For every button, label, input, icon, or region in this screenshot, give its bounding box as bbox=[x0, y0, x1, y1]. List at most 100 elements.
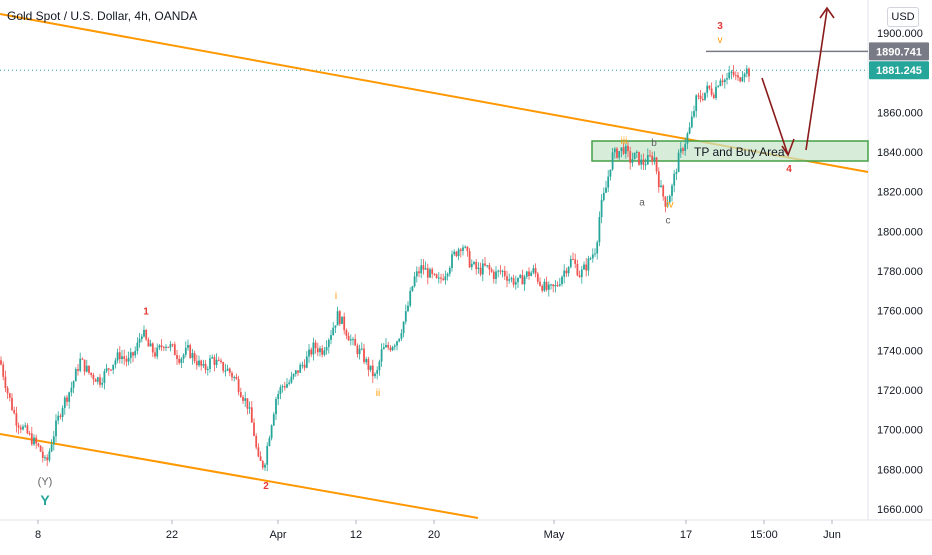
candle-body bbox=[226, 368, 229, 371]
candle-body bbox=[710, 88, 713, 95]
candle-body bbox=[578, 275, 581, 278]
candle-body bbox=[552, 284, 555, 287]
candle-body bbox=[501, 270, 504, 272]
candle-body bbox=[693, 111, 695, 117]
candle-body bbox=[424, 268, 427, 270]
candle-body bbox=[453, 251, 456, 255]
candle-body bbox=[409, 291, 412, 306]
candle-body bbox=[598, 217, 601, 243]
candle-body bbox=[105, 368, 108, 372]
candle-body bbox=[473, 262, 475, 264]
candle-body bbox=[154, 352, 156, 357]
candle-body bbox=[96, 377, 99, 382]
price-tick-label: 1700.000 bbox=[877, 425, 923, 437]
candle-body bbox=[176, 355, 178, 359]
candle-body bbox=[369, 365, 372, 370]
candle-body bbox=[407, 305, 409, 312]
candle-body bbox=[719, 80, 722, 87]
candle-body bbox=[200, 360, 203, 366]
candle-body bbox=[264, 464, 266, 468]
candle-body bbox=[539, 281, 541, 286]
candle-body bbox=[675, 172, 678, 174]
candle-body bbox=[63, 397, 66, 409]
candle-body bbox=[312, 342, 315, 355]
candle-body bbox=[90, 372, 93, 375]
candle-body bbox=[481, 263, 484, 275]
candle-body bbox=[6, 388, 9, 394]
candle-body bbox=[193, 353, 196, 362]
candle-body bbox=[717, 86, 720, 88]
candle-body bbox=[74, 369, 77, 382]
candle-body bbox=[508, 279, 511, 281]
candle-body bbox=[715, 86, 717, 99]
candle-body bbox=[13, 410, 16, 414]
candle-body bbox=[745, 68, 748, 74]
candle-body bbox=[48, 451, 51, 461]
candle-body bbox=[517, 277, 519, 283]
candle-body bbox=[79, 358, 82, 371]
candle-body bbox=[286, 384, 288, 388]
candle-body bbox=[459, 249, 462, 251]
candle-body bbox=[380, 349, 383, 362]
candle-body bbox=[574, 259, 577, 264]
candle-body bbox=[451, 254, 453, 268]
candle-body bbox=[646, 155, 649, 165]
candle-body bbox=[28, 433, 31, 435]
candle-body bbox=[242, 397, 244, 401]
candle-body bbox=[682, 148, 684, 151]
candle-body bbox=[492, 271, 495, 280]
candle-body bbox=[556, 285, 559, 287]
candle-body bbox=[334, 325, 337, 328]
candle-body bbox=[319, 348, 321, 353]
candle-body bbox=[88, 365, 90, 373]
candle-body bbox=[277, 394, 280, 399]
candle-body bbox=[257, 447, 260, 457]
candle-body bbox=[255, 435, 258, 448]
candle-body bbox=[567, 267, 570, 274]
candle-body bbox=[303, 364, 306, 368]
candle-body bbox=[68, 392, 71, 402]
candle-body bbox=[118, 352, 121, 360]
time-tick-label: Jun bbox=[823, 529, 841, 541]
wave-label: v bbox=[718, 35, 723, 46]
candle-body bbox=[237, 379, 240, 393]
candle-body bbox=[103, 371, 106, 383]
candle-body bbox=[431, 269, 434, 274]
candle-body bbox=[189, 345, 192, 358]
price-tick-label: 1780.000 bbox=[877, 266, 923, 278]
time-tick-label: 20 bbox=[428, 529, 440, 541]
candle-body bbox=[651, 155, 654, 162]
candle-body bbox=[475, 262, 478, 270]
candle-body bbox=[145, 329, 148, 340]
candle-body bbox=[129, 352, 132, 358]
candle-body bbox=[338, 311, 341, 324]
candle-body bbox=[563, 270, 566, 277]
candle-body bbox=[528, 271, 530, 276]
candle-body bbox=[283, 386, 286, 388]
candle-body bbox=[684, 143, 687, 151]
candle-body bbox=[358, 348, 361, 355]
candle-body bbox=[44, 457, 46, 459]
candle-body bbox=[741, 77, 744, 82]
candle-body bbox=[726, 78, 728, 80]
candle-body bbox=[435, 274, 438, 278]
candle-body bbox=[477, 267, 480, 270]
candle-body bbox=[294, 370, 297, 374]
candle-body bbox=[99, 377, 101, 385]
candle-body bbox=[110, 369, 112, 371]
candle-body bbox=[512, 278, 515, 285]
candle-body bbox=[61, 408, 64, 417]
candle-body bbox=[72, 381, 75, 388]
candle-body bbox=[136, 342, 139, 351]
candle-body bbox=[572, 259, 574, 261]
candle-body bbox=[404, 311, 407, 322]
candle-body bbox=[468, 250, 471, 268]
candle-body bbox=[629, 151, 632, 163]
candle-body bbox=[266, 445, 269, 465]
currency-button[interactable]: USD bbox=[887, 7, 919, 27]
candle-body bbox=[400, 333, 403, 339]
candle-body bbox=[530, 272, 533, 276]
candle-body bbox=[743, 73, 746, 78]
candle-body bbox=[160, 345, 163, 347]
price-tick-label: 1680.000 bbox=[877, 464, 923, 476]
